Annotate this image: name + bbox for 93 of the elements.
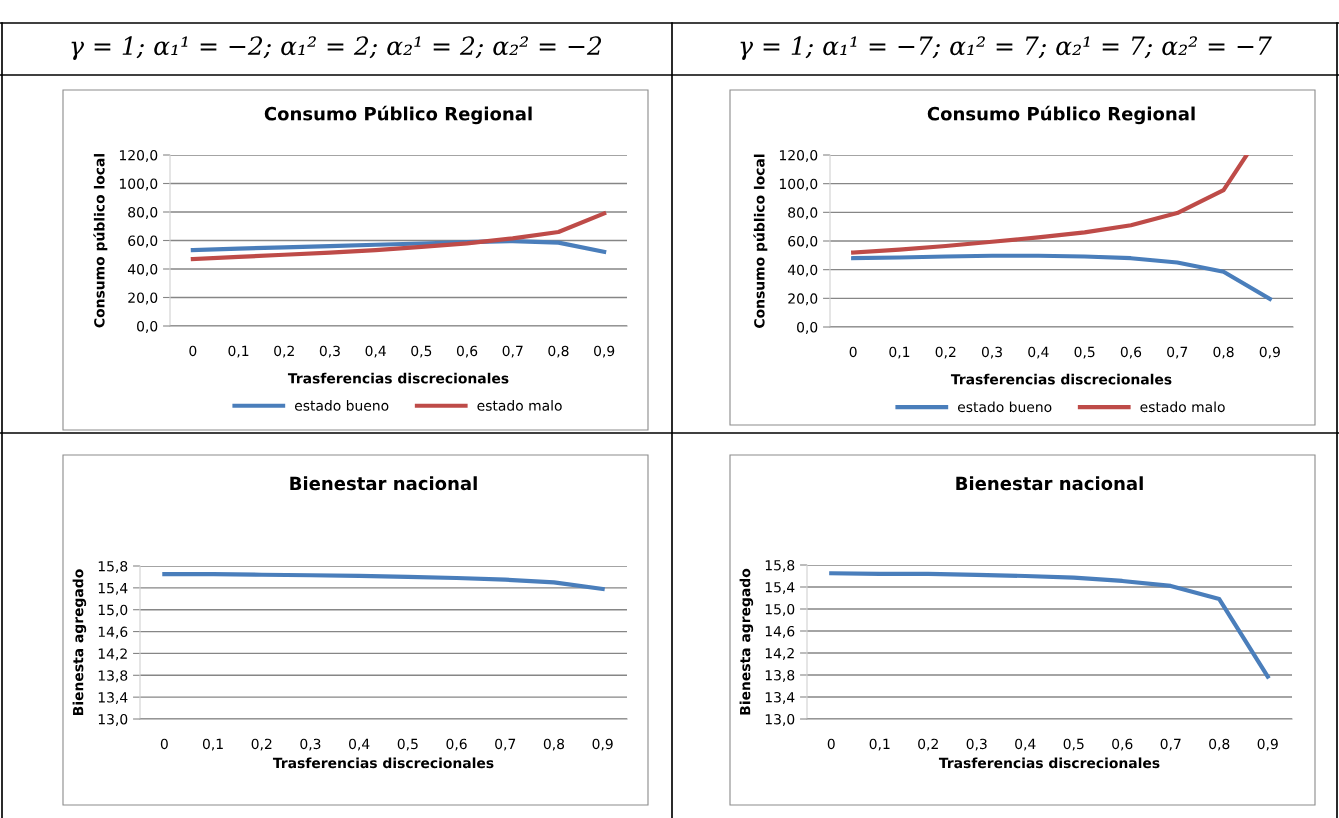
x-tick-label: 0,7 <box>1167 346 1188 359</box>
x-tick-label: 0,2 <box>251 738 272 751</box>
x-tick-label: 0,5 <box>1074 346 1095 359</box>
line-series <box>851 155 1249 255</box>
x-tick-label: 0,1 <box>228 345 249 358</box>
y-axis-title: Consumo público local <box>753 154 768 328</box>
y-tick-label: 120,0 <box>119 149 158 162</box>
y-tick-label: 20,0 <box>128 292 158 305</box>
x-axis-title: Trasferencias discrecionales <box>272 757 494 769</box>
y-axis-title: Bienesta agregado <box>739 568 754 715</box>
x-tick-label: 0,7 <box>495 738 516 751</box>
chart-title: Bienestar nacional <box>956 476 1143 491</box>
x-tick-label: 0,1 <box>869 738 890 751</box>
y-tick-label: 80,0 <box>788 207 818 220</box>
y-tick-label: 120,0 <box>779 149 818 162</box>
y-tick-label: 20,0 <box>788 293 818 306</box>
x-tick-label: 0 <box>827 738 835 750</box>
x-tick-label: 0,1 <box>202 738 223 751</box>
y-tick-label: 14,2 <box>98 648 127 661</box>
x-tick-label: 0,4 <box>349 738 370 751</box>
x-tick-label: 0,8 <box>1209 738 1230 751</box>
x-tick-label: 0,2 <box>274 345 294 358</box>
x-tick-label: 0,4 <box>365 345 386 358</box>
y-tick-label: 60,0 <box>788 235 818 248</box>
chart-title: Consumo Público Regional <box>927 105 1195 125</box>
y-tick-label: 40,0 <box>787 264 818 277</box>
y-tick-label: 15,0 <box>98 604 128 617</box>
y-tick-label: 13,4 <box>765 691 795 704</box>
x-axis-title: Trasferencias discrecionales <box>938 757 1160 769</box>
text: γ = 1; α₁¹ = −7; α₁² = 7; α₂¹ = 7; α₂² = −7 <box>740 36 1272 61</box>
y-tick-label: 15,4 <box>98 583 128 595</box>
y-tick-label: 0,0 <box>797 321 818 334</box>
x-tick-label: 0,5 <box>1063 738 1084 751</box>
y-tick-label: 14,6 <box>98 626 128 639</box>
y-tick-label: 15,8 <box>98 560 128 573</box>
y-tick-label: 13,0 <box>98 713 128 726</box>
x-tick-label: 0,9 <box>1259 346 1280 359</box>
line-series <box>162 572 605 592</box>
x-tick-label: 0 <box>849 346 857 358</box>
x-tick-label: 0,7 <box>502 345 523 358</box>
x-tick-label: 0,4 <box>1028 346 1049 359</box>
legend-label: estado malo <box>1140 401 1225 413</box>
x-tick-label: 0,3 <box>319 345 340 358</box>
x-tick-label: 0,2 <box>935 346 956 359</box>
x-tick-label: 0 <box>160 738 168 750</box>
y-tick-label: 15,0 <box>765 603 795 616</box>
x-axis-title: Trasferencias discrecionales <box>287 372 509 384</box>
x-tick-label: 0,9 <box>594 345 615 358</box>
y-tick-label: 40,0 <box>127 263 158 276</box>
y-tick-label: 80,0 <box>128 206 158 219</box>
y-tick-label: 14,2 <box>765 647 794 660</box>
x-tick-label: 0,5 <box>397 738 418 751</box>
y-tick-label: 60,0 <box>128 235 158 248</box>
y-tick-label: 13,0 <box>765 713 795 726</box>
legend-label: estado bueno <box>294 400 389 411</box>
x-tick-label: 0,6 <box>446 738 467 751</box>
x-tick-label: 0,8 <box>548 345 569 358</box>
x-tick-label: 0,7 <box>1160 738 1181 751</box>
x-tick-label: 0,3 <box>966 738 987 751</box>
x-tick-label: 0,5 <box>411 345 432 358</box>
x-tick-label: 0,9 <box>592 738 613 751</box>
line-series <box>190 211 607 262</box>
y-axis-title: Bienesta agregado <box>72 569 87 716</box>
legend-label: estado malo <box>477 400 562 411</box>
y-tick-label: 15,8 <box>765 559 795 572</box>
x-tick-label: 0,8 <box>1213 346 1234 359</box>
chart-title: Bienestar nacional <box>290 476 477 491</box>
x-tick-label: 0,1 <box>889 346 910 359</box>
x-tick-label: 0,8 <box>543 738 565 751</box>
y-axis-title: Consumo público local <box>93 154 108 328</box>
x-tick-label: 0,4 <box>1015 738 1036 751</box>
y-tick-label: 100,0 <box>779 178 818 191</box>
legend-label: estado bueno <box>957 401 1052 413</box>
x-tick-label: 0,3 <box>300 738 321 751</box>
line-series <box>829 571 1270 679</box>
chart-title: Consumo Público Regional <box>264 105 532 125</box>
x-tick-label: 0 <box>189 345 197 357</box>
y-tick-label: 0,0 <box>137 320 158 333</box>
y-tick-label: 14,6 <box>765 625 795 638</box>
line-series <box>851 253 1272 301</box>
y-tick-label: 100,0 <box>119 178 158 191</box>
x-tick-label: 0,9 <box>1257 738 1278 751</box>
x-tick-label: 0,2 <box>918 738 938 751</box>
y-tick-label: 13,8 <box>765 669 795 682</box>
x-tick-label: 0,6 <box>1112 738 1133 751</box>
x-axis-title: Trasferencias discrecionales <box>950 373 1172 385</box>
y-tick-label: 15,4 <box>765 582 795 594</box>
x-tick-label: 0,3 <box>981 346 1002 359</box>
text: γ = 1; α₁¹ = −2; α₁² = 2; α₂¹ = 2; α₂² = −2 <box>71 36 602 61</box>
y-tick-label: 13,8 <box>98 670 128 683</box>
x-tick-label: 0,6 <box>1120 346 1142 359</box>
y-tick-label: 13,4 <box>98 692 128 705</box>
x-tick-label: 0,6 <box>456 345 478 358</box>
